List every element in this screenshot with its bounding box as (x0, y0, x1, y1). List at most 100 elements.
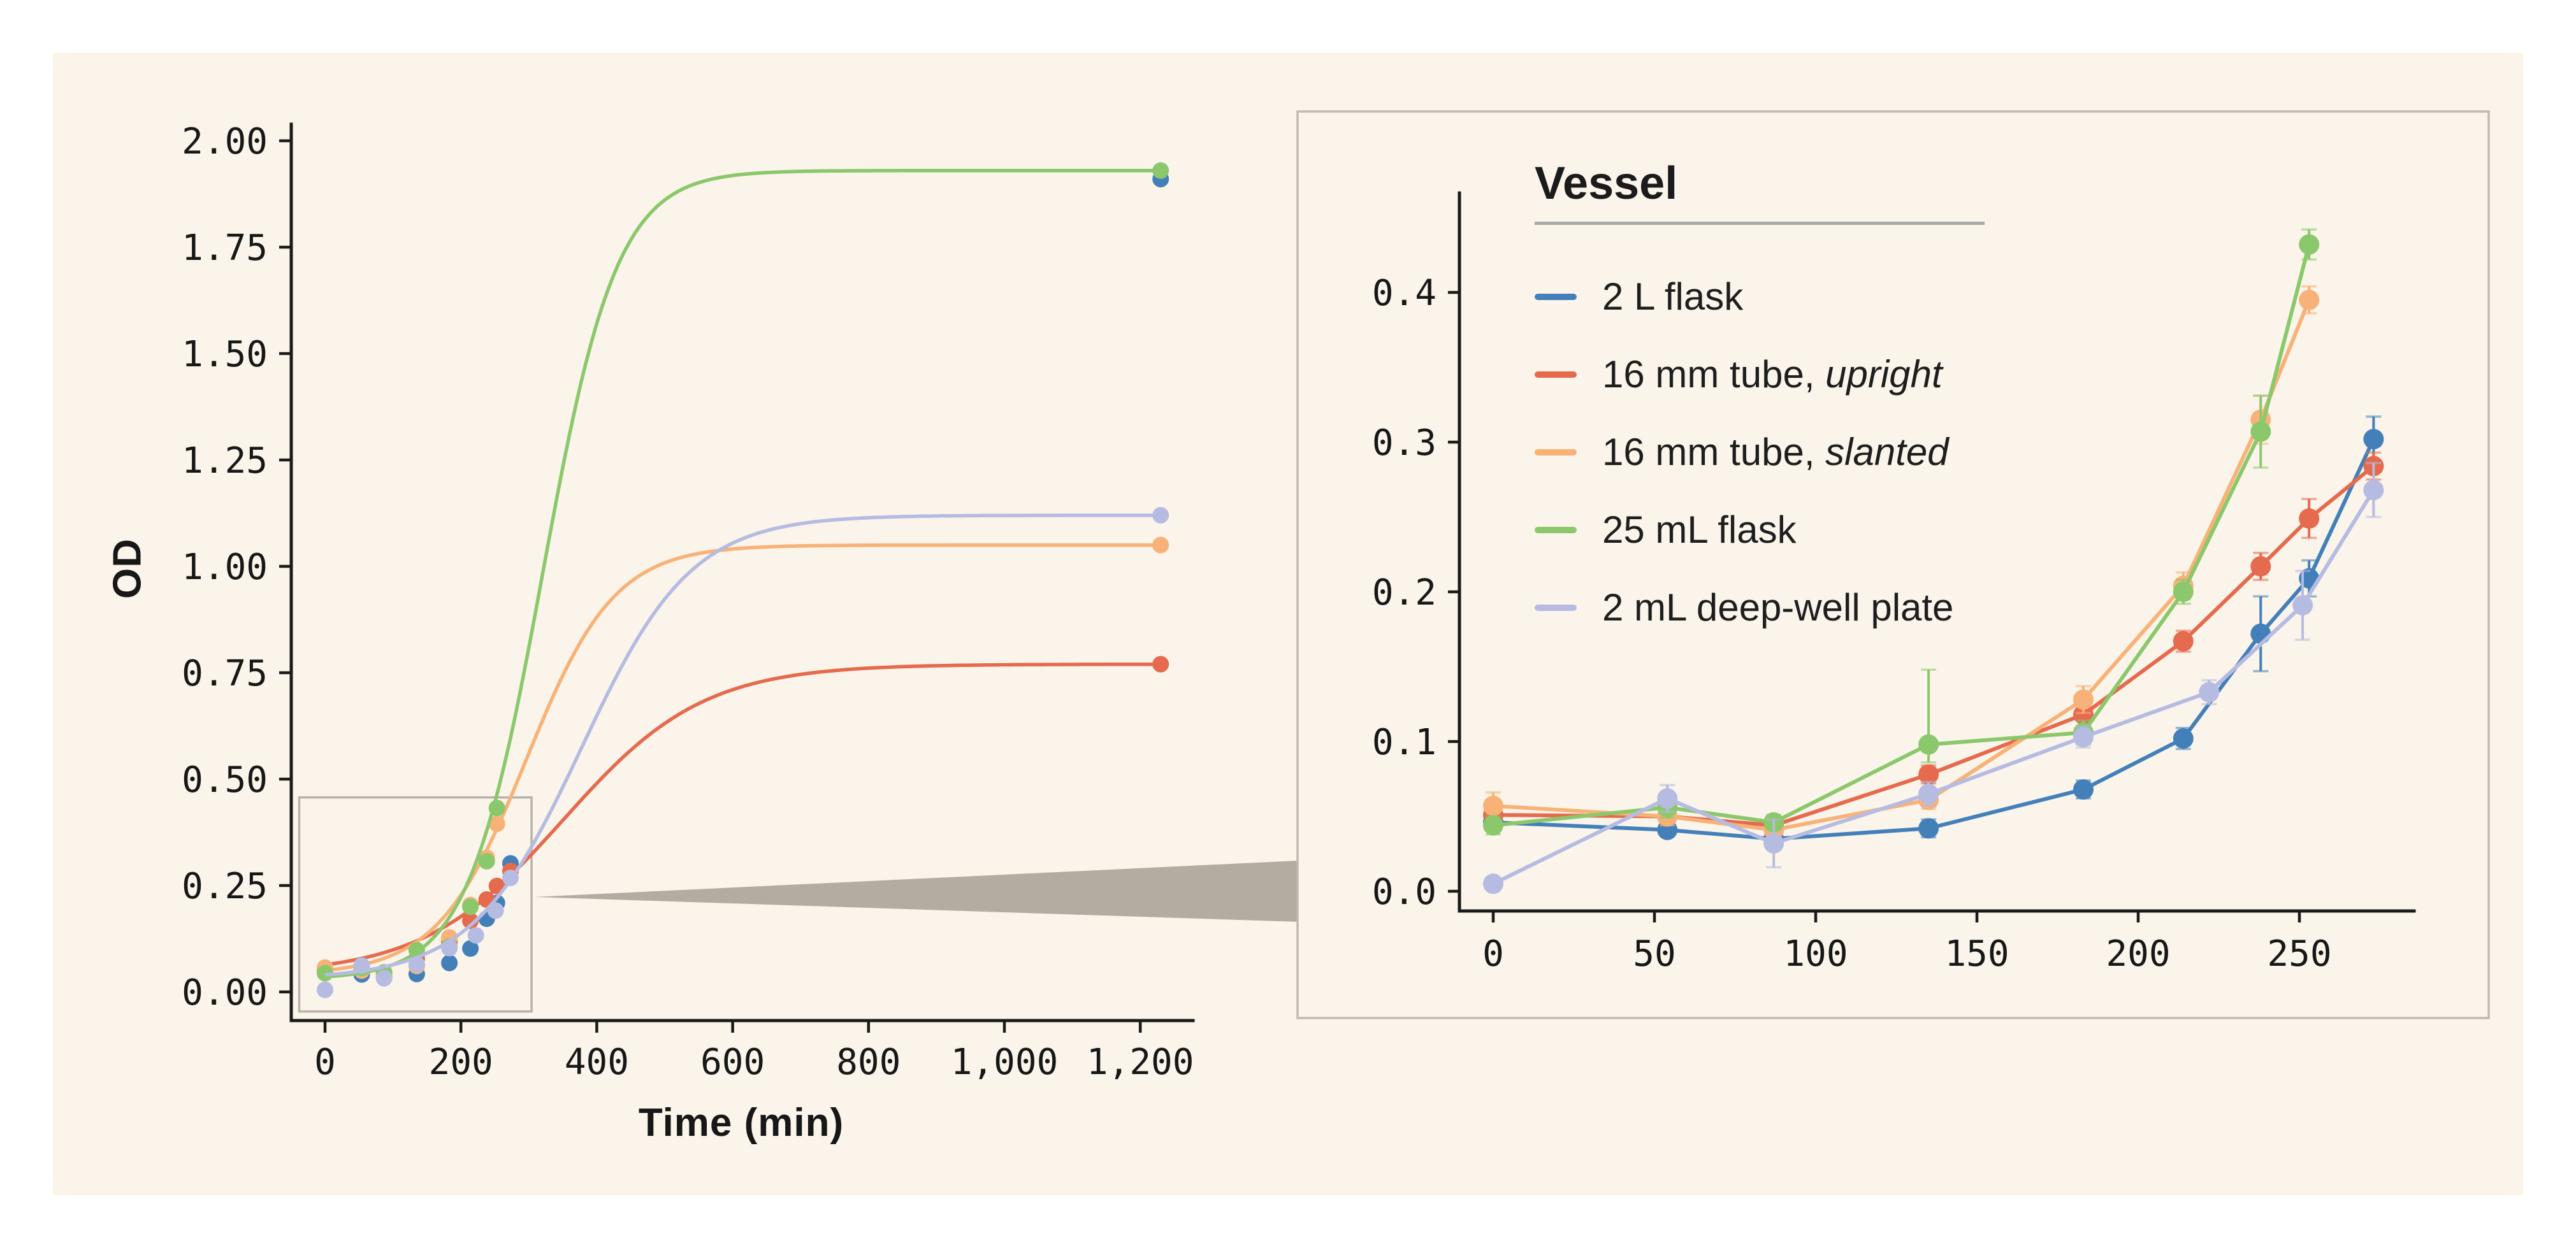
data-point (1657, 788, 1678, 809)
inset-y-tick-label: 0.2 (1372, 572, 1436, 613)
legend-item-16mm-upright: 16 mm tube, upright (1535, 354, 2268, 396)
fitted-curve (324, 513, 1157, 977)
data-point (462, 940, 479, 957)
main-axes: 0.00 0.25 0.50 0.75 1.00 1.25 1.50 1.75 2.00 0 200… (182, 121, 1195, 1083)
zoom-connector-wedge (534, 861, 1298, 922)
main-series-16-mm-tube-slanted (317, 536, 1169, 983)
data-point (441, 940, 458, 957)
legend-item-label: 2 L flask (1602, 275, 1744, 318)
data-point (2173, 728, 2194, 749)
data-point (1152, 506, 1169, 524)
main-series-2-ml-deep-well-plate (317, 506, 1169, 998)
data-point (1152, 536, 1169, 554)
inset-x-tick-label: 200 (2106, 933, 2170, 975)
main-y-tick-label: 2.00 (182, 121, 268, 162)
legend-item-label: 2 mL deep-well plate (1602, 586, 1954, 629)
zoom-region-rect (298, 796, 533, 1013)
data-point (2299, 234, 2320, 255)
main-y-tick-label: 1.25 (182, 440, 268, 482)
data-point (2199, 682, 2220, 703)
data-point (1483, 796, 1503, 816)
inset-axes: 0.0 0.1 0.2 0.3 0.4 0 50 100 150 200 250 (1372, 191, 2416, 975)
legend-rule (1535, 222, 1985, 225)
main-series-2-l-flask (317, 171, 1169, 986)
inset-y-tick-label: 0.0 (1372, 871, 1436, 913)
legend-item-label: 25 mL flask (1602, 508, 1797, 551)
main-y-tick-label: 0.75 (182, 653, 268, 694)
main-series-25-ml-flask (317, 162, 1169, 982)
data-point (2363, 480, 2384, 501)
inset-y-tick-label: 0.4 (1372, 273, 1436, 314)
inset-x-tick-label: 100 (1783, 933, 1848, 975)
main-x-tick-label: 200 (429, 1042, 493, 1083)
main-x-tick-label: 1,000 (951, 1042, 1059, 1083)
legend-line-swatch (1535, 605, 1577, 611)
legend-line-swatch (1535, 294, 1577, 300)
main-y-tick-label: 1.50 (182, 334, 268, 375)
fitted-curve (324, 169, 1157, 979)
main-x-tick-label: 0 (314, 1042, 336, 1083)
data-point (1918, 818, 1939, 839)
legend-line-swatch (1535, 449, 1577, 455)
data-point (2173, 631, 2194, 652)
legend-item-16mm-slanted: 16 mm tube, slanted (1535, 431, 2268, 473)
legend-item-2l-flask: 2 L flask (1535, 276, 2268, 318)
data-point (2250, 556, 2271, 577)
legend-items: 2 L flask 16 mm tube, upright 16 mm tube… (1535, 276, 2268, 629)
main-x-tick-label: 1,200 (1087, 1042, 1194, 1083)
main-y-tick-label: 0.25 (182, 866, 268, 907)
data-point (2073, 779, 2094, 800)
legend: Vessel 2 L flask 16 mm tube, upright 16 … (1535, 161, 2268, 664)
main-y-tick-label: 1.00 (182, 547, 268, 588)
data-point (462, 912, 479, 929)
data-point (1152, 162, 1169, 179)
data-point (375, 970, 393, 987)
main-x-tick-label: 800 (836, 1042, 901, 1083)
legend-item-label: 16 mm tube, upright (1602, 353, 1943, 396)
inset-x-tick-label: 150 (1944, 933, 2009, 975)
data-point (408, 956, 425, 973)
inset-y-tick-label: 0.3 (1372, 422, 1436, 464)
data-point (1763, 833, 1784, 854)
inset-y-tick-label: 0.1 (1372, 722, 1436, 763)
data-point (462, 898, 479, 915)
data-point (2292, 595, 2313, 616)
data-point (488, 815, 505, 833)
data-point (2073, 689, 2094, 710)
legend-item-25ml-flask: 25 mL flask (1535, 509, 2268, 551)
data-point (467, 927, 484, 944)
data-point (2299, 508, 2320, 529)
legend-line-swatch (1535, 527, 1577, 533)
data-point (502, 870, 519, 886)
inset-x-tick-label: 50 (1633, 933, 1675, 975)
data-point (1918, 784, 1939, 805)
legend-item-2ml-deep-well: 2 mL deep-well plate (1535, 587, 2268, 629)
main-y-axis-title: OD (105, 538, 150, 599)
legend-title: Vessel (1535, 158, 1678, 209)
data-point (1483, 815, 1503, 836)
inset-series-2-ml-deep-well-plate (1483, 462, 2384, 894)
data-point (441, 954, 458, 972)
main-y-tick-label: 0.00 (182, 972, 268, 1014)
inset-x-tick-label: 250 (2267, 933, 2331, 975)
data-point (2299, 289, 2320, 310)
data-point (1918, 734, 1939, 755)
data-point (478, 852, 495, 870)
inset-x-tick-label: 0 (1482, 933, 1504, 975)
fitted-curve (324, 662, 1157, 967)
data-point (1918, 764, 1939, 785)
data-point (353, 957, 370, 974)
series-line (1493, 244, 2312, 828)
series-line (1493, 299, 2311, 832)
data-point (1483, 873, 1503, 894)
data-point (1152, 656, 1169, 673)
data-point (2363, 429, 2384, 450)
data-point (2073, 727, 2094, 747)
main-y-tick-label: 0.50 (182, 759, 268, 801)
data-point (317, 981, 333, 998)
data-point (488, 800, 505, 817)
data-point (2173, 582, 2194, 602)
legend-item-label: 16 mm tube, slanted (1602, 431, 1949, 473)
